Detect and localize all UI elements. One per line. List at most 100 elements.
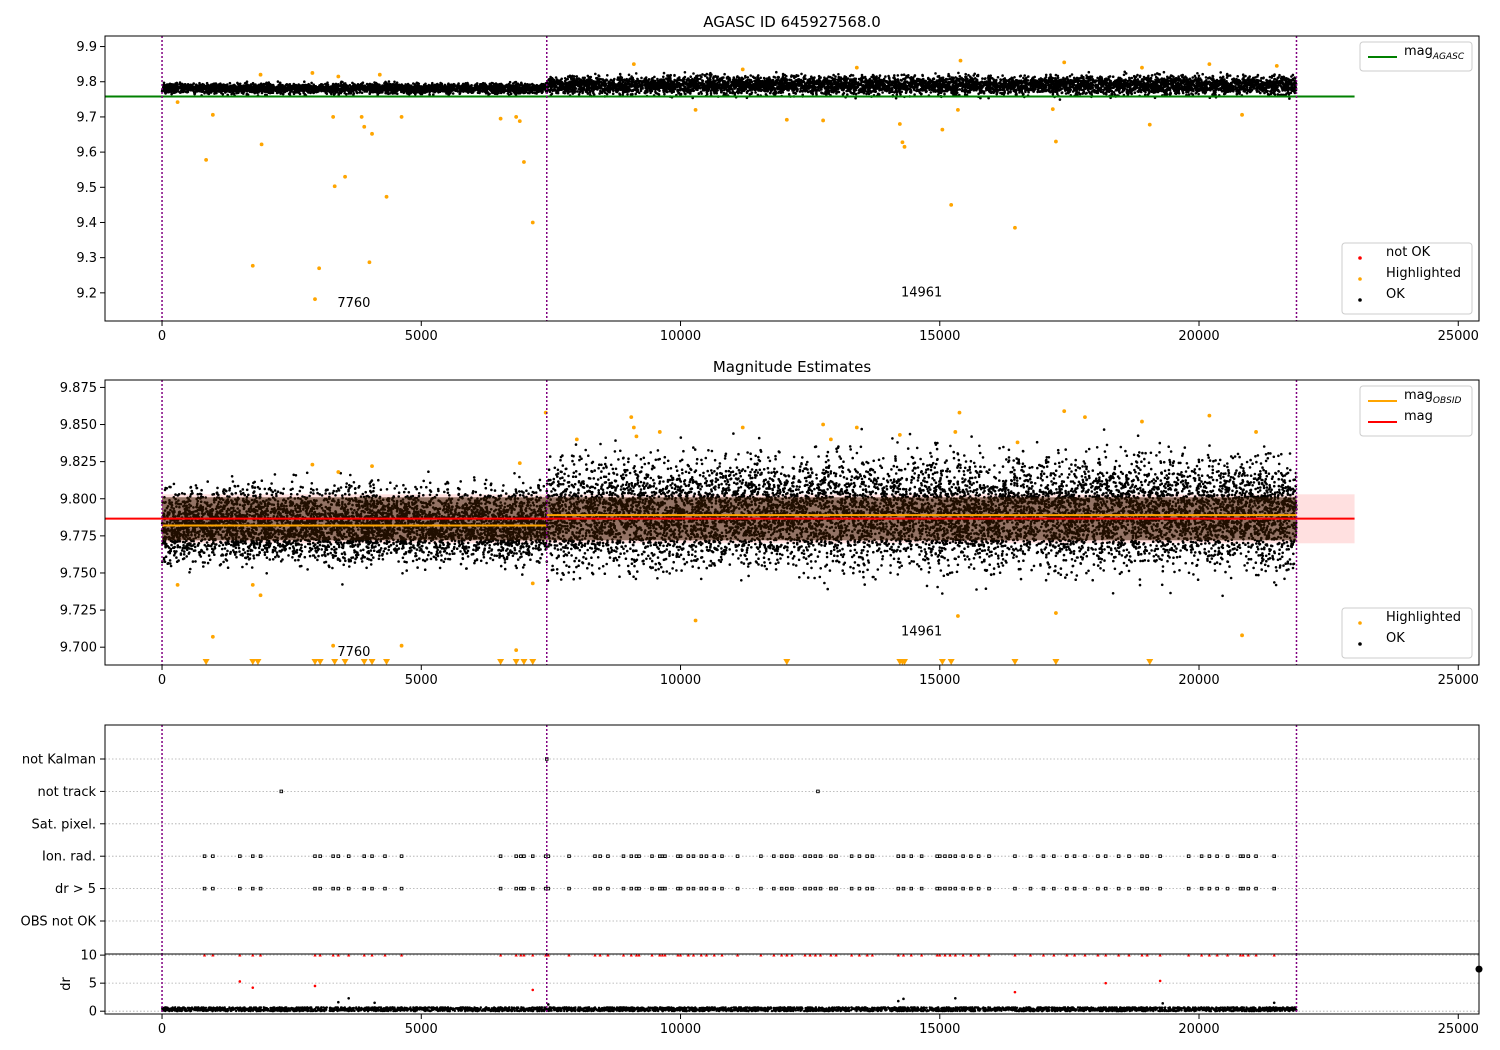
dr-clipped-marker [865,953,869,957]
flag-point [857,886,862,891]
flag-point [1065,886,1069,891]
flag-point [1013,886,1017,891]
flag-point [1241,854,1245,858]
agasc-highlighted-point [740,67,745,72]
dr-ok-points [161,1006,1298,1013]
flag-point [699,886,704,891]
agasc-highlighted-point [310,71,315,75]
mag-est-xtick-label: 10000 [660,673,701,688]
agasc-highlighted-point [498,116,503,121]
dr-clipped-marker [629,953,633,957]
flag-point [1225,886,1230,891]
dr-point [902,997,905,1001]
mag-est-highlighted-point [854,425,859,430]
flag-point [699,854,704,858]
mag-est-highlighted-point [210,634,215,639]
dr-not-ok-point [251,986,255,989]
dr-clipped-marker [258,953,263,957]
mag-est-xtick-label: 15000 [919,673,960,688]
flag-category-label: Ion. rad. [42,850,96,865]
dr-clipped-marker [1041,953,1046,957]
agasc-highlighted-point [517,119,522,124]
flag-point [1207,886,1212,891]
panel-dr-frame [104,953,1480,1015]
flag-point [712,854,716,858]
flag-point [251,886,255,891]
dr-clipped-marker [370,953,374,957]
flag-point [258,854,263,858]
dr-clipped-marker [1083,953,1087,957]
mag-est-highlighted-point [399,643,404,648]
agasc-highlighted-point [1240,112,1244,117]
mag-est-highlighted-point [693,618,698,623]
flag-point [238,886,242,891]
flag-point [953,886,958,891]
dr-clipped-marker [318,953,322,957]
dr-clipped-marker [901,953,906,957]
flag-point [1246,886,1251,891]
mag-est-highlighted-point [1254,430,1258,434]
dr-clipped-marker [857,953,862,957]
flag-point [202,886,207,891]
dr-not-ok-point [1158,979,1162,983]
agasc-highlighted-point [210,112,215,117]
agasc-highlighted-point [784,117,789,122]
flag-point [969,854,973,858]
dr-clipped-marker [691,953,696,957]
flag-point [1116,886,1121,891]
dr-xtick-label: 15000 [919,1022,960,1037]
dr-clipped-marker [598,953,602,957]
dr-clipped-marker [621,953,626,957]
flag-point [346,854,351,858]
dr-clipped-marker [1241,953,1245,957]
agasc-highlighted-point [359,115,364,119]
mag-est-highlighted-point [631,425,636,430]
flag-point [514,854,518,858]
flag-point [313,886,317,891]
dr-clipped-marker [546,953,550,957]
flag-point [1028,854,1033,858]
mag-est-highlighted-point [310,462,315,467]
flag-point [1158,886,1162,891]
mag-est-lower-limit-marker [1052,659,1060,666]
flag-point [686,886,691,891]
agasc-highlighted-point [900,140,905,145]
flag-point [834,854,838,858]
flag-point [691,886,696,891]
flag-point [1254,854,1258,858]
flag-point [1028,886,1033,891]
flag-point [790,886,794,891]
dr-clipped-marker [1013,953,1017,957]
dr-clipped-marker [514,953,518,957]
dr-clipped-marker [1052,953,1056,957]
flag-point [336,854,341,858]
agasc-highlighted-point [693,107,698,112]
agasc-highlighted-point [902,144,907,149]
mag-est-obsid-label: 14961 [901,624,942,639]
mag-est-lower-limit-marker [202,659,210,666]
agasc-highlighted-point [522,160,526,164]
flag-point [514,886,518,891]
agasc-highlighted-point [367,260,372,265]
dr-clipped-marker [909,953,913,957]
flag-point [399,886,404,891]
flag-point [834,886,838,891]
dr-clipped-marker [686,953,690,957]
dr-not-ok-point [238,980,242,983]
agasc-xtick-label: 25000 [1438,329,1479,344]
dr-clipped-marker [1117,953,1121,957]
flag-point [857,854,862,858]
flag-point [606,886,610,891]
agasc-highlighted-point [331,115,336,119]
dr-ytick-label: 0 [89,1005,97,1020]
agasc-legend-swatch [1358,277,1362,281]
agasc-highlighted-point [399,115,404,119]
flag-point [1272,854,1276,858]
dr-clipped-marker [658,953,662,957]
flag-point [829,854,833,858]
flag-point [1052,886,1056,891]
mag-est-highlighted-point [250,582,255,587]
agasc-xtick-label: 15000 [919,329,960,344]
mag-est-lower-limit-marker [254,659,262,666]
flag-point [331,886,335,891]
